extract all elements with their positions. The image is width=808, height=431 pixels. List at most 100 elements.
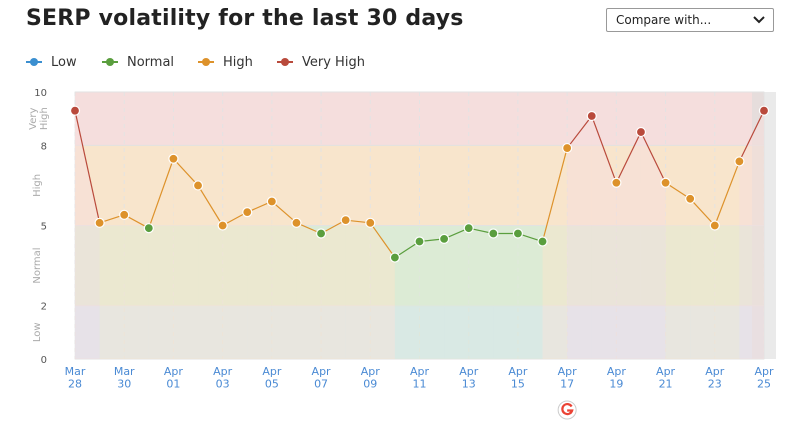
area-segment	[591, 116, 617, 359]
area-segment	[296, 222, 322, 359]
area-segment	[517, 233, 543, 359]
data-point[interactable]	[168, 153, 179, 164]
legend-label-high: High	[223, 55, 253, 70]
x-tick-label: Apr 19	[607, 365, 627, 391]
data-point[interactable]	[340, 215, 351, 226]
data-point[interactable]	[488, 228, 499, 239]
google-icon-g	[561, 402, 574, 416]
x-tick-label: Mar 30	[114, 365, 135, 391]
data-point[interactable]	[758, 105, 770, 116]
y-tick-label: 8	[41, 141, 47, 152]
data-point[interactable]	[414, 236, 425, 247]
area-segment	[468, 228, 494, 359]
area-segment	[99, 214, 125, 359]
data-point[interactable]	[217, 220, 228, 231]
series-line-segment	[591, 115, 617, 183]
data-point[interactable]	[537, 236, 548, 247]
x-tick-label: Apr 25	[754, 365, 774, 391]
data-point[interactable]	[685, 193, 696, 204]
data-point[interactable]	[660, 177, 671, 188]
band-label: High	[32, 174, 43, 197]
data-point[interactable]	[709, 220, 720, 231]
data-point[interactable]	[512, 228, 524, 239]
x-tick-label: Apr 17	[558, 365, 578, 391]
legend-label-normal: Normal	[127, 55, 175, 70]
x-tick-label: Apr 13	[459, 365, 479, 391]
data-point[interactable]	[734, 156, 745, 167]
legend-marker-high	[198, 58, 214, 66]
band-label: Normal	[32, 247, 43, 283]
area-segment	[394, 241, 420, 359]
data-point[interactable]	[119, 209, 130, 220]
page-title: SERP volatility for the last 30 days	[26, 6, 464, 31]
area-segment	[567, 116, 592, 359]
data-point[interactable]	[242, 207, 253, 218]
y-tick-label: 10	[34, 88, 47, 99]
data-point[interactable]	[143, 223, 154, 234]
series-line-segment	[541, 147, 568, 242]
compare-with-label: Compare with...	[616, 13, 712, 27]
compare-with-dropdown[interactable]: Compare with...	[606, 8, 774, 32]
series-line-segment	[689, 198, 716, 226]
series-line-segment	[271, 201, 297, 224]
data-point[interactable]	[611, 177, 622, 188]
series-line-segment	[640, 131, 667, 184]
series-line-segment	[738, 110, 765, 162]
area-segment	[75, 110, 100, 359]
data-point[interactable]	[389, 252, 400, 263]
data-point[interactable]	[586, 110, 597, 122]
legend-marker-low	[26, 58, 42, 66]
series-line-segment	[369, 222, 396, 258]
area-segment	[222, 212, 248, 359]
data-point[interactable]	[69, 105, 81, 116]
series-line-segment	[172, 158, 199, 186]
data-point[interactable]	[463, 223, 474, 234]
band-label: VeryHigh	[28, 107, 50, 130]
y-tick-label: 2	[41, 302, 47, 313]
x-tick-label: Apr 21	[656, 365, 676, 391]
data-point[interactable]	[562, 142, 573, 154]
area-segment	[616, 132, 641, 359]
data-point[interactable]	[439, 233, 450, 244]
area-segment	[739, 110, 764, 359]
area-segment	[271, 201, 297, 359]
x-tick-label: Apr 03	[213, 365, 233, 391]
area-segment	[542, 148, 568, 359]
area-segment	[148, 158, 174, 359]
x-tick-label: Apr 09	[361, 365, 381, 391]
band-label: Low	[32, 322, 43, 342]
area-segment	[173, 158, 199, 359]
area-segment	[690, 198, 715, 359]
x-tick-label: Mar 28	[65, 365, 86, 391]
series-line-segment	[615, 131, 642, 184]
data-point[interactable]	[635, 126, 647, 138]
data-point[interactable]	[365, 217, 376, 228]
series-line-segment	[148, 158, 174, 229]
data-point[interactable]	[94, 217, 105, 228]
area-segment	[345, 220, 371, 359]
data-point[interactable]	[315, 228, 327, 239]
x-tick-label: Apr 23	[705, 365, 725, 391]
legend-marker-very-high	[277, 58, 293, 66]
area-segment	[419, 238, 445, 359]
google-icon[interactable]	[557, 400, 577, 420]
y-tick-label: 0	[41, 355, 47, 366]
chevron-down-icon	[753, 16, 765, 24]
area-segment	[370, 222, 395, 359]
area-segment	[493, 233, 518, 359]
area-segment	[640, 132, 666, 359]
area-segment	[124, 214, 149, 359]
legend-label-very-high: Very High	[302, 55, 365, 70]
data-point[interactable]	[291, 217, 302, 228]
data-point[interactable]	[266, 196, 277, 207]
x-tick-label: Apr 01	[164, 365, 184, 391]
volatility-chart: 0 2 5 8 10 Low Normal High VeryHigh Mar 28 Mar 30 Apr…	[28, 88, 776, 420]
series-line-segment	[566, 115, 593, 149]
data-point[interactable]	[192, 180, 204, 191]
legend-marker-normal	[102, 58, 118, 66]
series-line-segment	[74, 110, 101, 223]
series-line-segment	[714, 161, 740, 226]
area-segment	[247, 201, 272, 359]
x-tick-label: Apr 05	[262, 365, 282, 391]
legend-label-low: Low	[51, 55, 77, 70]
